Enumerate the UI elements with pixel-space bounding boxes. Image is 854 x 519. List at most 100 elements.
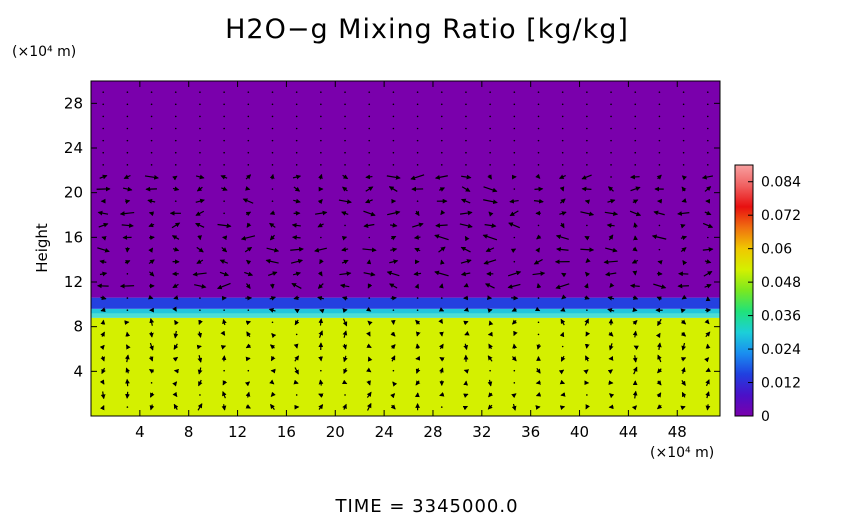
vector-arrow bbox=[319, 258, 324, 265]
vector-dot bbox=[586, 151, 588, 154]
vector-dot bbox=[271, 91, 274, 93]
colorbar-tick-label: 0.084 bbox=[761, 175, 801, 191]
vector-dot bbox=[223, 127, 225, 130]
vector-dot bbox=[320, 369, 322, 372]
vector-arrow bbox=[269, 344, 276, 350]
vector-arrow bbox=[342, 403, 347, 410]
vector-arrow bbox=[653, 283, 667, 289]
vector-arrow bbox=[680, 357, 687, 362]
vector-arrow bbox=[386, 270, 400, 277]
vector-arrow bbox=[536, 343, 542, 350]
vector-dot bbox=[368, 297, 371, 299]
y-axis: 4 8 12 16 20 24 28 bbox=[64, 94, 720, 380]
vector-dot bbox=[658, 127, 661, 130]
vector-arrow bbox=[584, 283, 589, 289]
vector-arrow bbox=[653, 210, 665, 216]
vector-dot bbox=[706, 236, 709, 239]
vector-dot bbox=[682, 103, 685, 106]
vector-arrow bbox=[365, 174, 373, 180]
vector-arrow bbox=[342, 174, 349, 180]
vector-dot bbox=[199, 297, 201, 299]
vector-arrow bbox=[434, 234, 449, 241]
vector-arrow bbox=[99, 379, 105, 385]
y-tick-label: 16 bbox=[64, 228, 83, 246]
vector-arrow bbox=[656, 404, 663, 410]
vector-arrow bbox=[293, 198, 301, 204]
vector-arrow bbox=[680, 308, 686, 314]
vector-arrow bbox=[100, 307, 106, 312]
vector-dot bbox=[126, 273, 129, 275]
vector-arrow bbox=[222, 318, 227, 326]
vector-arrow bbox=[270, 355, 276, 362]
vector-arrow bbox=[246, 331, 251, 338]
vector-dot bbox=[295, 91, 298, 93]
vector-dot bbox=[416, 127, 419, 130]
vector-arrow bbox=[488, 392, 494, 398]
vector-arrow bbox=[362, 247, 377, 253]
vector-dot bbox=[368, 139, 371, 142]
vector-arrow bbox=[511, 393, 517, 399]
vector-dot bbox=[586, 224, 588, 227]
vector-arrow bbox=[196, 186, 203, 192]
vector-arrow bbox=[487, 308, 493, 314]
vector-dot bbox=[537, 164, 540, 166]
vector-dot bbox=[561, 139, 564, 142]
vector-dot bbox=[682, 164, 685, 166]
vector-arrow bbox=[148, 271, 155, 277]
vector-arrow bbox=[585, 331, 591, 337]
vector-arrow bbox=[509, 210, 519, 217]
vector-dot bbox=[199, 394, 201, 396]
vector-dot bbox=[199, 91, 201, 93]
vector-arrow bbox=[705, 391, 710, 399]
vector-dot bbox=[682, 139, 685, 142]
vector-dot bbox=[537, 321, 540, 324]
vector-arrow bbox=[390, 355, 396, 362]
vector-dot bbox=[489, 91, 491, 93]
vector-arrow bbox=[172, 186, 180, 192]
vector-dot bbox=[368, 115, 371, 118]
vector-arrow bbox=[705, 343, 711, 349]
vector-dot bbox=[561, 115, 564, 118]
vector-arrow bbox=[482, 234, 498, 241]
vector-arrow bbox=[463, 369, 470, 374]
vector-arrow bbox=[487, 174, 492, 180]
x-tick-label: 4 bbox=[135, 423, 145, 441]
vector-arrow bbox=[317, 222, 324, 228]
vector-dot bbox=[416, 103, 419, 106]
vector-arrow bbox=[149, 342, 154, 351]
vector-arrow bbox=[293, 295, 300, 301]
x-axis-unit: (×10⁴ m) bbox=[650, 445, 715, 461]
vector-dot bbox=[392, 151, 395, 154]
vector-arrow bbox=[292, 174, 302, 180]
vector-arrow bbox=[294, 367, 299, 375]
vector-arrow bbox=[173, 330, 179, 339]
vector-arrow bbox=[487, 404, 493, 410]
vector-dot bbox=[344, 151, 346, 154]
vector-dot bbox=[271, 139, 274, 142]
vector-arrow bbox=[560, 392, 566, 397]
vector-dot bbox=[150, 127, 153, 130]
vector-arrow bbox=[318, 393, 324, 398]
vector-arrow bbox=[148, 331, 154, 338]
vector-arrow bbox=[461, 174, 472, 180]
vector-arrow bbox=[318, 356, 323, 362]
vector-dot bbox=[658, 139, 661, 142]
vector-arrow bbox=[339, 271, 352, 277]
vector-dot bbox=[586, 91, 588, 93]
vector-dot bbox=[150, 151, 153, 154]
vector-arrow bbox=[197, 355, 203, 363]
vector-arrow bbox=[680, 223, 686, 229]
vector-dot bbox=[102, 151, 105, 154]
vector-arrow bbox=[390, 331, 396, 337]
vector-dot bbox=[706, 164, 709, 166]
vector-arrow bbox=[464, 331, 470, 336]
vector-arrow bbox=[172, 391, 178, 398]
vector-dot bbox=[174, 139, 177, 142]
x-tick-label: 32 bbox=[472, 423, 491, 441]
vector-arrow bbox=[245, 391, 251, 398]
vector-dot bbox=[610, 103, 612, 106]
vector-arrow bbox=[244, 381, 251, 387]
vector-dot bbox=[150, 103, 153, 106]
vector-arrow bbox=[342, 330, 348, 338]
